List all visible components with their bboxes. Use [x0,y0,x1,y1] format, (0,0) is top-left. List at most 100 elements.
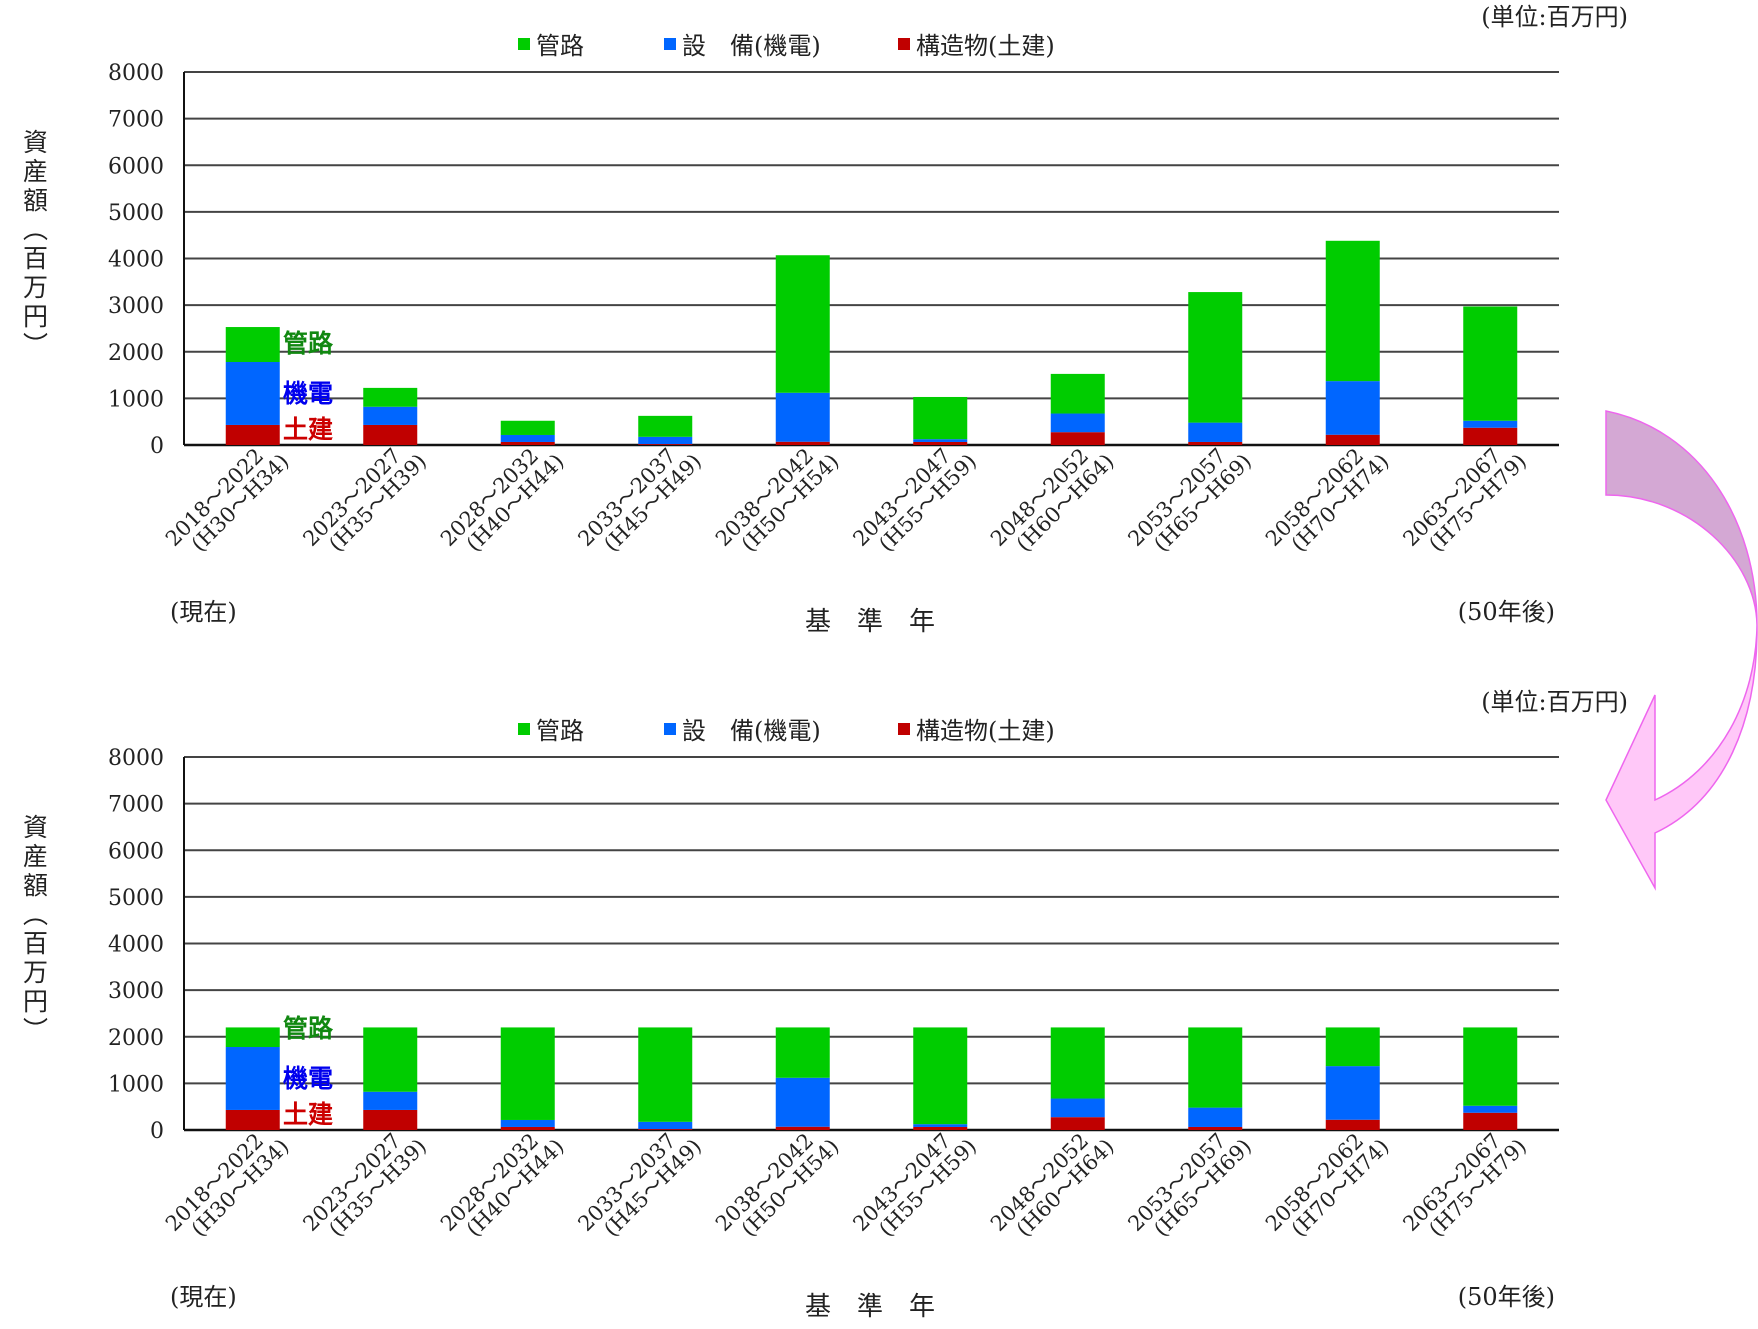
bar-segment [225,1109,280,1130]
bar-segment [1463,427,1518,445]
y-tick-label: 2000 [108,1026,164,1051]
inbar-label: 管路 [283,329,334,358]
bar-segment [500,1119,555,1127]
chart-bottom: 0 1000 2000 3000 4000 5000 6000 7000 8000 (単位:百万円… [20,688,1629,1322]
x-tick-label: 2038～2042(H50～H54) [711,444,844,557]
bar-segment [1050,1098,1105,1118]
y-tick-label: 1000 [108,1072,164,1097]
bar-segment [775,441,830,445]
bar-segment [225,362,280,425]
bar-segment [363,387,418,407]
y-tick-label: 0 [150,1119,164,1144]
bar-segment [913,1126,968,1130]
bar-segment [1463,1105,1518,1113]
legend-label: 管路 [536,32,584,60]
first-period-note: (現在) [170,598,237,626]
x-tick-label: 2028～2032(H40～H44) [436,1129,569,1242]
bar-segment [638,436,693,445]
x-tick-label: 2058～2062(H70～H74) [1261,444,1394,557]
bar-segment [1325,434,1380,445]
y-axis-title: 資産額（百万円） [20,129,49,361]
chart-top: 0 1000 2000 3000 4000 5000 6000 7000 8000 (単位:百万円… [20,3,1629,637]
bar-segment [1463,306,1518,421]
bar-segment [913,441,968,445]
bar-segment [1050,1027,1105,1099]
bar-segment [1325,1119,1380,1130]
bar-segment [775,1027,830,1078]
bar-segment [913,1027,968,1125]
x-tick-label: 2023～2027(H35～H39) [298,1129,431,1242]
x-tick-label: 2033～2037(H45～H49) [573,444,706,557]
bar-segment [363,406,418,425]
bar-segment [1188,441,1243,445]
bar-segment [1325,1027,1380,1067]
y-axis-title: 資産額（百万円） [20,814,49,1046]
bar-segment [225,1047,280,1110]
legend-swatch [898,38,910,50]
legend-swatch [518,723,530,735]
legend-label: 設 備(機電) [682,32,821,60]
x-tick-label: 2018～2022(H30～H34) [161,444,294,557]
y-tick-label: 3000 [108,294,164,319]
x-tick-label: 2033～2037(H45～H49) [573,1129,706,1242]
x-tick-label: 2048～2052(H60～H64) [986,1129,1119,1242]
x-axis-title: 基 準 年 [805,1292,935,1322]
bar-segment [363,1109,418,1130]
bar-segment [1188,422,1243,442]
bar-segment [500,420,555,435]
bar-segment [638,1027,693,1122]
bar-segment [775,255,830,393]
x-tick-label: 2063～2067(H75～H79) [1398,1129,1531,1242]
bar-segment [225,327,280,363]
bar-segment [500,1027,555,1120]
bar-segment [638,444,693,445]
curved-arrow-icon [1605,410,1758,891]
bar-segment [225,424,280,445]
bar-segment [1188,292,1243,423]
y-tick-label: 2000 [108,341,164,366]
bar-segment [363,1027,418,1092]
x-tick-label: 2023～2027(H35～H39) [298,444,431,557]
y-tick-label: 5000 [108,201,164,226]
bar-segment [500,441,555,445]
bar-segment [500,1126,555,1130]
legend-swatch [664,38,676,50]
bar-segment [363,1091,418,1110]
first-period-note: (現在) [170,1283,237,1311]
bar-segment [1463,1112,1518,1130]
y-tick-label: 3000 [108,979,164,1004]
legend-label: 構造物(土建) [916,32,1055,60]
bar-segment [775,392,830,442]
y-tick-label: 5000 [108,886,164,911]
inbar-label: 機電 [283,379,333,408]
unit-label: (単位:百万円) [1481,3,1628,31]
x-tick-label: 2053～2057(H65～H69) [1123,1129,1256,1242]
x-tick-label: 2018～2022(H30～H34) [161,1129,294,1242]
bar-segment [500,434,555,442]
y-tick-label: 7000 [108,108,164,133]
bar-segment [638,1129,693,1130]
y-tick-label: 7000 [108,793,164,818]
bar-segment [1325,1066,1380,1120]
legend-swatch [518,38,530,50]
bar-segment [1050,413,1105,433]
legend-label: 管路 [536,717,584,745]
bar-segment [225,1027,280,1048]
bar-segment [1463,420,1518,428]
bar-segment [913,1124,968,1127]
x-tick-label: 2048～2052(H60～H64) [986,444,1119,557]
x-tick-label: 2028～2032(H40～H44) [436,444,569,557]
legend-label: 構造物(土建) [916,717,1055,745]
y-tick-label: 1000 [108,387,164,412]
bar-segment [1050,1117,1105,1130]
y-tick-label: 8000 [108,61,164,86]
bar-segment [775,1126,830,1130]
bar-segment [1050,432,1105,445]
x-axis-title: 基 準 年 [805,607,935,637]
y-tick-label: 0 [150,434,164,459]
legend-swatch [898,723,910,735]
bar-segment [638,1121,693,1130]
bar-segment [1463,1027,1518,1106]
unit-label: (単位:百万円) [1481,688,1628,716]
